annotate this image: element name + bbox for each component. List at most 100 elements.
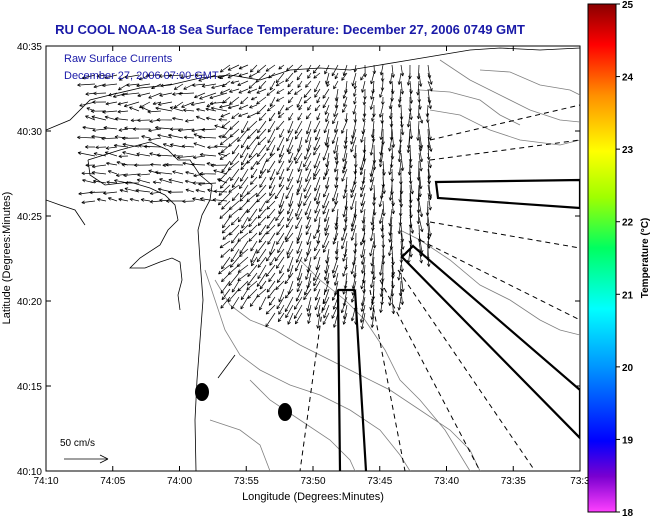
current-vector [221,200,231,210]
current-vector [124,181,140,185]
current-vector [341,72,348,81]
current-vector [148,128,162,133]
current-vector [113,143,129,148]
current-vector [378,256,384,276]
current-vector [305,160,312,171]
current-vector [162,143,173,148]
current-vector [400,288,405,305]
current-vector [278,64,285,70]
current-vector [238,104,249,110]
current-vector [314,296,321,311]
current-vector [269,144,276,157]
current-vector [168,133,184,139]
current-vector [324,224,330,236]
current-vector [378,208,384,224]
current-vector [126,83,140,87]
current-vector [316,232,321,244]
current-vector [322,200,330,215]
current-vector [278,304,285,315]
current-vector [141,135,151,139]
current-vector [199,92,217,100]
current-vector [192,83,206,87]
colorbar-tick-label: 21 [622,290,634,301]
current-vector [228,272,240,287]
current-vector [106,180,118,185]
current-vector [278,112,285,118]
current-vector [332,264,339,279]
current-vector [313,240,321,252]
current-vector [143,144,162,149]
current-vector [303,176,312,193]
current-vector [397,72,402,85]
current-vector [199,197,217,202]
current-vector [172,154,184,158]
current-vector [181,144,195,149]
current-vector [306,208,312,220]
current-vector [238,88,249,94]
current-vector [316,312,321,329]
current-vector [276,136,285,152]
current-vector [172,116,184,121]
current-vector [211,83,228,89]
current-vector [213,189,228,194]
current-vector [388,288,393,306]
current-vector [221,80,231,88]
current-vector [360,200,366,214]
current-vector [103,126,118,130]
current-vector [168,73,184,78]
current-vector [287,120,294,134]
current-vector [195,188,206,193]
current-vector [316,304,321,318]
current-vector [305,120,312,135]
bathymetry-contours [204,59,580,471]
current-vector [230,240,240,252]
current-vector [316,112,321,121]
current-vector [340,296,348,314]
current-vector [314,288,321,301]
current-vector [331,184,339,202]
current-vector [256,88,267,94]
current-vector [324,104,330,115]
current-vector [259,296,267,311]
current-vector [371,112,375,122]
current-vector [381,96,385,105]
current-vector [85,115,96,121]
current-vector [315,256,321,271]
current-vector [288,152,294,164]
current-vector [334,176,339,189]
current-vector [278,288,285,303]
current-vector [218,264,231,275]
current-vector [168,178,184,184]
current-vector [324,216,330,232]
current-vector [241,216,249,229]
current-vector [93,91,107,96]
current-vector [285,216,294,228]
current-vector [185,170,195,175]
current-vector [287,248,294,259]
current-vector [276,296,285,310]
current-vector [229,152,240,166]
current-vector [105,101,118,106]
current-vector [297,80,303,88]
current-vector [217,192,231,206]
current-vector [259,160,267,174]
current-vector [331,64,339,77]
current-vector [276,120,285,131]
current-vector [416,208,421,225]
current-vector [102,83,118,88]
current-vector [293,304,303,319]
current-vector [331,128,339,144]
current-vector [240,96,249,105]
colorbar-tick-label: 20 [622,363,634,374]
current-vector [296,96,303,108]
current-vector [229,168,240,181]
current-vector [137,92,151,98]
current-vector [222,216,231,229]
current-vector [388,184,393,201]
current-vector [276,232,285,245]
current-vector [220,248,231,258]
current-vector [250,96,258,101]
current-vector [286,200,294,215]
current-vector [333,160,339,173]
current-vector [314,176,321,192]
